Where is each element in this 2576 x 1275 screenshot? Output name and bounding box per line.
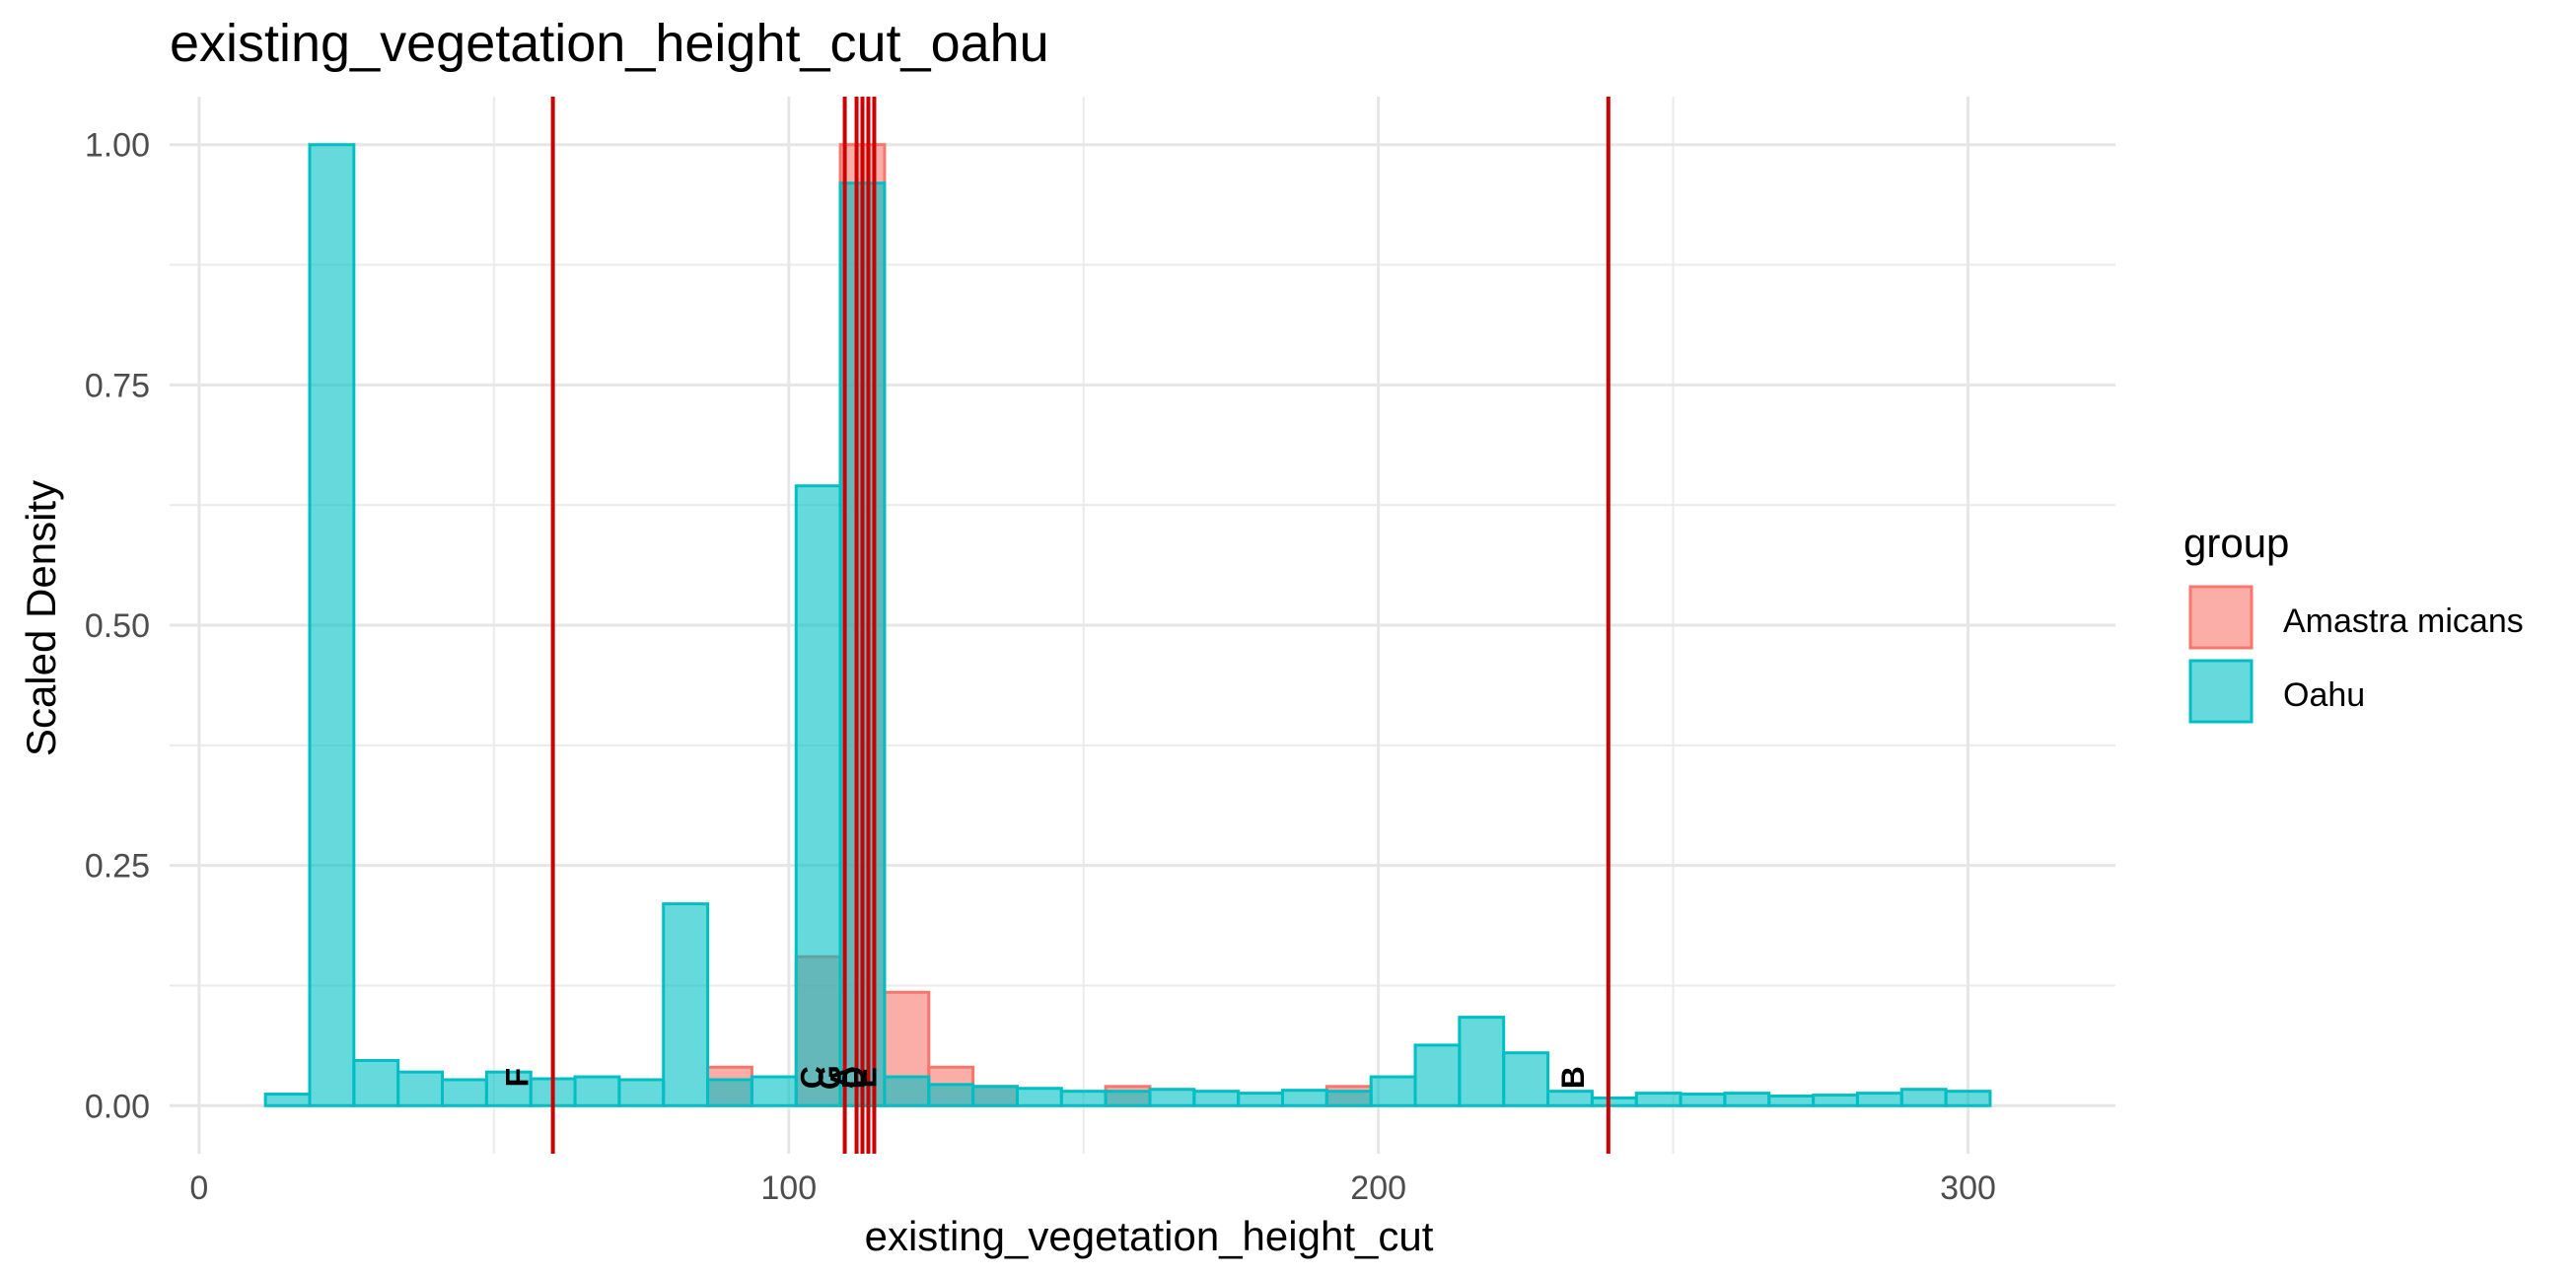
bar-oahu — [1324, 1090, 1373, 1107]
chart-title: existing_vegetation_height_cut_oahu — [170, 14, 1049, 73]
bar-oahu — [1855, 1092, 1903, 1107]
bar-oahu — [662, 902, 710, 1107]
bar-oahu — [1104, 1090, 1152, 1107]
bar-oahu — [1723, 1092, 1771, 1107]
bar-oahu — [971, 1085, 1019, 1107]
bar-oahu — [396, 1070, 445, 1107]
x-tick-label: 0 — [189, 1169, 208, 1207]
y-tick-label: 1.00 — [85, 127, 150, 165]
bar-oahu — [1148, 1088, 1196, 1107]
bar-oahu — [1679, 1093, 1727, 1107]
bar-oahu — [1502, 1051, 1550, 1107]
y-axis-title: Scaled Density — [18, 480, 64, 756]
line-label: D — [836, 1066, 872, 1089]
reference-lines — [550, 97, 1610, 1154]
bar-oahu — [1590, 1096, 1638, 1107]
bar-oahu — [263, 1093, 312, 1107]
line-label: F — [500, 1068, 536, 1088]
x-tick-label: 200 — [1350, 1169, 1406, 1207]
y-tick-label: 0.25 — [85, 848, 150, 885]
bar-oahu — [1059, 1090, 1108, 1107]
x-tick-label: 100 — [760, 1169, 817, 1207]
bar-oahu — [1015, 1087, 1063, 1107]
bar-oahu — [1944, 1090, 1992, 1107]
y-axis-ticks: 0.00 0.25 0.50 0.75 1.00 — [85, 127, 150, 1126]
legend-title: group — [2183, 520, 2289, 566]
bar-oahu — [1280, 1089, 1328, 1107]
x-tick-label: 300 — [1940, 1169, 1996, 1207]
bar-oahu — [1237, 1092, 1284, 1107]
bar-oahu — [1899, 1088, 1948, 1107]
bar-oahu — [883, 1075, 931, 1107]
y-tick-label: 0.75 — [85, 367, 150, 404]
bar-oahu — [706, 1078, 753, 1107]
bar-oahu — [617, 1078, 666, 1107]
y-tick-label: 0.00 — [85, 1088, 150, 1125]
y-tick-label: 0.50 — [85, 607, 150, 645]
bar-oahu — [1634, 1092, 1682, 1107]
bar-oahu — [794, 484, 842, 1107]
bar-oahu — [1413, 1043, 1462, 1107]
bar-oahu — [1369, 1075, 1417, 1107]
legend-label-amastra-micans: Amastra micans — [2283, 602, 2524, 640]
line-label: G — [813, 1065, 848, 1090]
bar-oahu — [1458, 1016, 1506, 1107]
line-label: C — [795, 1066, 830, 1089]
legend-label-oahu: Oahu — [2283, 676, 2365, 714]
bar-oahu — [927, 1083, 975, 1107]
x-axis-title: existing_vegetation_height_cut — [865, 1213, 1434, 1259]
bar-oahu — [1812, 1094, 1859, 1107]
legend-swatch-amastra-micans — [2188, 585, 2254, 650]
bar-oahu — [1192, 1090, 1241, 1107]
bar-oahu — [441, 1078, 488, 1107]
bar-oahu — [1546, 1090, 1594, 1107]
major-grid — [170, 97, 2115, 1154]
bar-oahu — [573, 1075, 621, 1107]
x-axis-ticks: 0 100 200 300 — [189, 1169, 1995, 1207]
legend: group Amastra micans Oahu — [2183, 520, 2524, 724]
line-label: A — [824, 1066, 860, 1089]
legend-swatch-oahu — [2188, 659, 2254, 724]
bar-oahu — [1767, 1095, 1816, 1107]
line-label: B — [1555, 1066, 1591, 1089]
line-label: E — [847, 1067, 883, 1088]
bar-oahu — [308, 143, 356, 1107]
bar-oahu — [352, 1058, 400, 1107]
bar-oahu — [750, 1075, 798, 1107]
